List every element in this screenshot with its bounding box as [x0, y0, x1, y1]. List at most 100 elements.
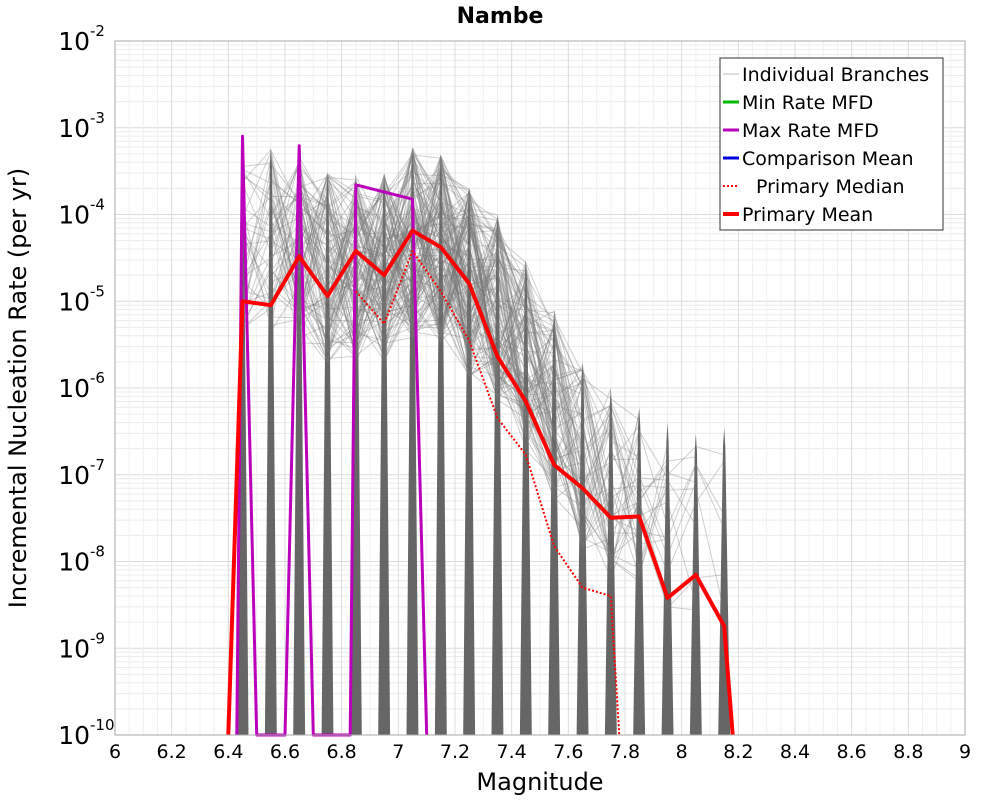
x-tick-label: 6.8 — [327, 741, 357, 763]
branch-line — [298, 255, 583, 430]
branch-line — [355, 207, 640, 534]
branch-line — [383, 209, 668, 570]
branch-spike — [519, 259, 532, 735]
branch-line — [327, 181, 555, 489]
branch-line — [440, 158, 696, 579]
branch-line — [384, 229, 583, 488]
branch-line — [298, 188, 442, 361]
branch-line — [327, 155, 640, 500]
branch-line — [270, 149, 527, 387]
branch-line — [298, 194, 470, 350]
branch-line — [355, 177, 640, 421]
branch-line — [242, 231, 555, 480]
branch-line — [355, 150, 640, 571]
branch-line — [440, 192, 640, 527]
x-tick-label: 8.4 — [780, 741, 810, 763]
branch-line — [242, 199, 527, 350]
legend-label-primary-median: Primary Median — [756, 176, 905, 198]
branch-line — [327, 180, 612, 560]
y-tick-exponent: -2 — [90, 22, 105, 40]
legend-label-max-rate-mfd: Max Rate MFD — [742, 120, 879, 142]
x-tick-label: 8.2 — [723, 741, 753, 763]
y-tick-label: 10 -5 — [58, 282, 105, 316]
branch-line — [270, 170, 356, 310]
y-tick-exponent: -9 — [90, 629, 105, 647]
y-tick-base: 10 — [58, 201, 90, 230]
branch-line — [242, 176, 498, 365]
branch-line — [242, 182, 413, 343]
branch-line — [298, 223, 555, 353]
branch-spike — [576, 361, 589, 735]
y-tick-base: 10 — [58, 374, 90, 403]
legend-label-comparison-mean: Comparison Mean — [742, 148, 914, 170]
branch-line — [298, 192, 470, 314]
branch-line — [242, 158, 385, 324]
branch-line — [270, 193, 328, 265]
branch-line — [412, 205, 697, 558]
branch-line — [327, 192, 555, 441]
branch-line — [270, 164, 357, 335]
branch-spike — [293, 153, 306, 735]
series-primary-median — [355, 250, 621, 736]
y-axis-label: Incremental Nucleation Rate (per yr) — [4, 168, 32, 608]
branch-line — [412, 179, 555, 464]
y-tick-label: 10 -9 — [58, 629, 105, 663]
branch-line — [327, 183, 413, 291]
y-tick-exponent: -8 — [90, 543, 105, 561]
branch-line — [440, 163, 725, 545]
branch-line — [270, 301, 328, 326]
y-tick-base: 10 — [58, 287, 90, 316]
branch-line — [355, 235, 555, 458]
branch-line — [383, 166, 555, 450]
branch-line — [440, 269, 725, 574]
legend-label-min-rate-mfd: Min Rate MFD — [742, 92, 873, 114]
legend-label-individual-branches: Individual Branches — [742, 64, 929, 86]
branch-line — [242, 176, 357, 306]
branch-line — [355, 182, 640, 550]
branch-line — [440, 174, 583, 529]
branch-line — [242, 173, 328, 316]
branch-spike — [491, 214, 504, 735]
branch-line — [327, 179, 640, 583]
y-tick-label: 10 -2 — [58, 22, 105, 56]
branch-line — [383, 180, 583, 433]
x-tick-label: 7.4 — [497, 741, 527, 763]
branch-line — [242, 190, 328, 321]
branch-line — [355, 155, 527, 328]
y-tick-exponent: -10 — [90, 716, 115, 734]
branch-line — [242, 178, 328, 302]
branch-line — [242, 233, 300, 325]
branch-line — [327, 300, 385, 350]
branch-line — [242, 153, 442, 278]
branch-spike — [321, 173, 334, 736]
branch-line — [327, 247, 640, 571]
x-tick-label: 7.8 — [610, 741, 640, 763]
branch-line — [327, 149, 498, 356]
branch-line — [298, 195, 612, 502]
branch-spike — [264, 147, 277, 735]
branch-line — [412, 236, 470, 324]
branch-line — [355, 170, 583, 516]
branch-line — [270, 211, 357, 321]
branch-line — [270, 180, 498, 391]
branch-line — [383, 174, 668, 539]
x-tick-label: 9 — [959, 741, 971, 763]
branch-line — [412, 161, 640, 570]
branch-line — [327, 258, 413, 337]
branch-line — [440, 228, 583, 417]
y-axis-ticks: 10-210-310-410-510-610-710-810-910-10 — [58, 22, 114, 750]
legend-box — [719, 57, 944, 231]
branch-line — [327, 166, 583, 515]
branch-line — [412, 182, 640, 458]
legend-label-primary-mean: Primary Mean — [742, 204, 873, 226]
x-tick-label: 6.2 — [157, 741, 187, 763]
branch-line — [412, 147, 555, 439]
branch-line — [270, 222, 498, 362]
series-primary-mean — [226, 228, 735, 736]
branch-line — [298, 152, 555, 417]
branch-line — [440, 157, 725, 610]
branch-spike — [463, 188, 476, 735]
branch-line — [355, 173, 555, 465]
branch-line — [355, 227, 527, 437]
branch-line — [412, 210, 668, 575]
